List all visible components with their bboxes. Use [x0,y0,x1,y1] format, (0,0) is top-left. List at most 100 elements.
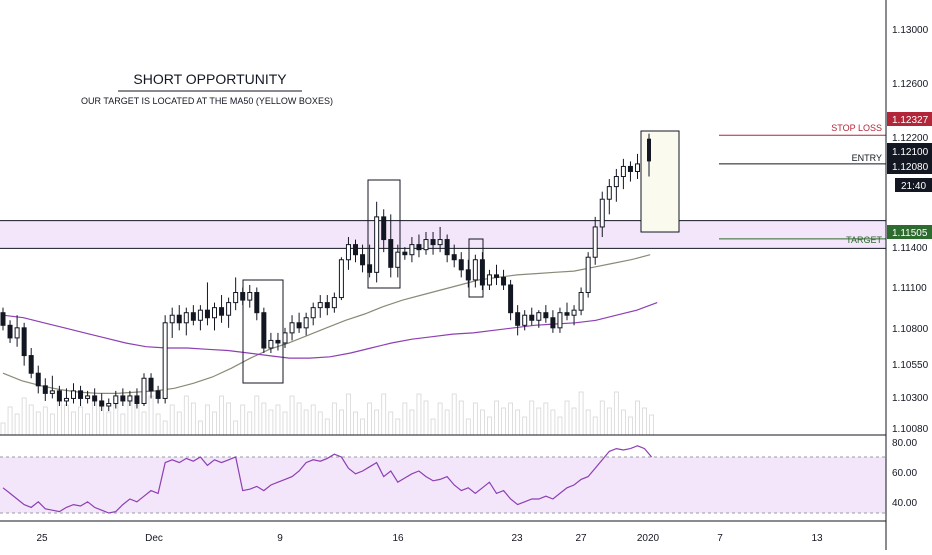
candle-body [627,165,633,172]
price-axis: 1.13000 1.12600 1.12200 1.11400 1.11100 … [892,25,929,435]
candle [599,191,605,238]
candle [233,277,239,311]
candle [353,239,358,263]
candle-body [465,269,471,281]
price-tick: 1.12200 [892,133,929,144]
price-tick: 1.13000 [892,25,929,36]
candle-body [99,400,105,407]
candle [451,244,457,268]
candle [479,252,485,290]
candle-body [212,307,217,319]
candle-body [183,312,189,324]
candle-body [21,327,27,357]
candle [613,168,619,202]
candle-body [233,292,239,304]
candle-body [148,377,154,392]
candle [35,365,41,394]
candle-body [536,312,542,321]
candle-body [113,395,119,404]
stop-loss-price: 1.12327 [892,115,929,126]
candle [374,201,380,283]
candle [176,305,182,331]
candle-body [353,244,358,256]
time-tick: 9 [277,533,283,544]
candle [571,305,577,326]
candle [155,385,161,404]
candle-body [226,302,232,316]
candle-body [585,256,591,294]
time-tick: 7 [717,533,723,544]
candle [63,388,69,406]
candle-body [416,244,422,251]
candle [592,216,598,265]
candle-body [374,216,380,273]
candle-body [261,312,267,349]
candle [21,322,27,366]
candle-body [360,254,366,266]
candle-body [303,317,309,329]
candle-body [247,292,253,301]
candle-body [571,309,577,316]
candle [627,161,633,182]
candle [204,282,210,326]
candle-body [92,395,98,402]
candle-body [635,163,640,172]
candle [550,310,556,333]
candle [71,383,76,404]
candle [606,179,612,215]
candle [543,305,549,323]
candle [183,307,189,336]
candle-body [501,276,507,286]
candle-body [204,309,210,319]
candle-body [282,332,288,344]
candle [423,232,429,255]
candle-body [106,402,112,407]
candle [430,232,436,255]
candle-body [78,390,84,399]
candle [92,388,98,406]
candle-body [56,390,62,402]
candle [303,312,309,336]
candle [42,378,48,401]
price-tick: 1.11100 [892,283,927,294]
entry-label: ENTRY [852,153,882,163]
rsi-tick: 40.00 [892,498,917,509]
candle [289,315,295,341]
candle [620,158,626,190]
candle-body [564,312,570,316]
chart-title: SHORT OPPORTUNITY [133,71,287,87]
candle [409,237,415,263]
stop-loss-price-tag: 1.12327 [887,112,932,126]
price-tick: 1.11400 [892,243,928,254]
candle-body [254,292,260,314]
candle [416,234,422,258]
pattern-box [468,238,484,298]
candle-body [289,322,295,334]
candle [317,295,323,318]
candle [564,302,570,321]
candle-body [7,324,13,339]
candle [219,295,225,323]
time-tick: 13 [811,533,823,544]
candle-body [176,314,182,324]
candle-body [451,254,457,261]
candle-body [85,395,91,399]
rsi-tick: 80.00 [892,438,917,449]
candle [127,390,133,406]
candle [190,305,196,326]
candle [226,297,232,328]
candle-body [606,186,612,200]
last-candle-body [647,138,651,162]
candle-body [402,251,408,256]
candle [508,279,514,321]
trade-projection-box [640,130,680,233]
rsi-line [2,445,653,514]
candle [515,305,521,336]
candle [494,264,499,285]
rsi-axis: 80.00 60.00 40.00 [892,438,917,509]
rsi-band [0,457,886,513]
candle-body [613,176,619,188]
candle-body [437,239,443,246]
candle-body [381,216,387,241]
